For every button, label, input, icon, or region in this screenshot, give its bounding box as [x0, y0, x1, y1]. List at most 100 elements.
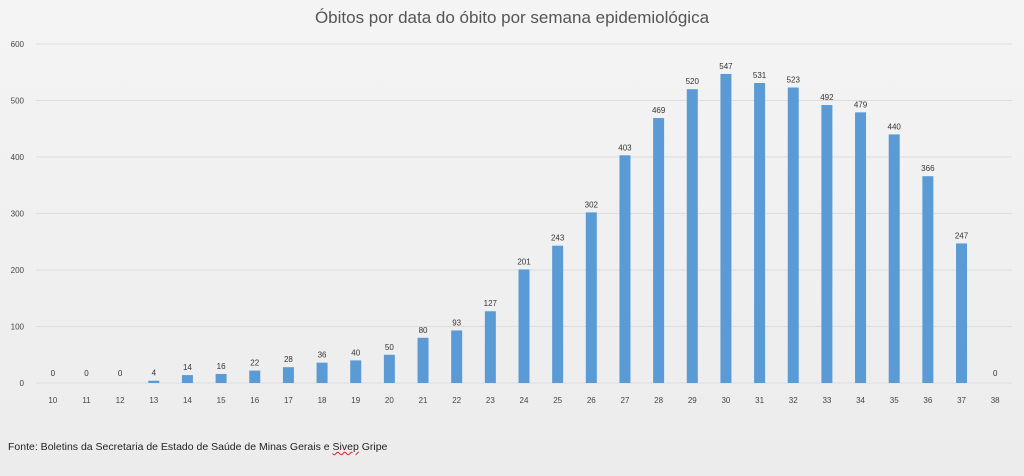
data-label: 366 — [921, 164, 935, 173]
x-tick-label: 25 — [553, 396, 562, 405]
data-label: 492 — [820, 93, 834, 102]
bar — [451, 330, 463, 383]
bar — [350, 360, 362, 383]
y-tick-label: 0 — [20, 379, 25, 388]
source-note: Fonte: Boletins da Secretaria de Estado … — [8, 441, 387, 453]
bar — [316, 362, 328, 383]
source-prefix: Fonte: Boletins da Secretaria de Estado … — [8, 441, 333, 453]
bar — [821, 105, 833, 384]
data-label: 28 — [284, 355, 293, 364]
x-tick-label: 23 — [486, 396, 495, 405]
y-tick-label: 400 — [11, 153, 25, 162]
y-tick-label: 100 — [11, 323, 25, 332]
bar — [181, 375, 193, 383]
x-tick-label: 37 — [957, 396, 966, 405]
data-label: 520 — [686, 77, 700, 86]
bar — [922, 176, 934, 383]
data-label: 22 — [250, 359, 259, 368]
x-tick-label: 35 — [890, 396, 899, 405]
bar — [552, 245, 564, 383]
bar — [484, 311, 496, 383]
data-label: 93 — [452, 318, 461, 327]
y-tick-label: 600 — [11, 40, 25, 49]
x-tick-label: 22 — [452, 396, 461, 405]
bar — [653, 118, 665, 383]
data-label: 14 — [183, 363, 192, 372]
data-label: 0 — [118, 369, 123, 378]
x-tick-label: 16 — [250, 396, 259, 405]
bar — [720, 73, 732, 383]
data-label: 127 — [484, 299, 498, 308]
x-tick-label: 33 — [822, 396, 831, 405]
x-tick-label: 36 — [923, 396, 932, 405]
x-tick-label: 28 — [654, 396, 663, 405]
x-tick-label: 12 — [116, 396, 125, 405]
y-axis-ticks: 0 100 200 300 400 500 600 — [11, 40, 25, 388]
chart-title: Óbitos por data do óbito por semana epid… — [314, 8, 710, 27]
y-tick-label: 500 — [11, 97, 25, 106]
x-tick-label: 30 — [721, 396, 730, 405]
data-labels: 0 0 0 4 14 16 22 28 36 40 50 80 93 127 201 243 302 403 469… — [51, 62, 998, 378]
source-suffix: Gripe — [358, 441, 388, 453]
x-axis-ticks: 10 11 12 13 14 15 16 17 18 19 20 21 22 23 24 25 26 27 28 29… — [48, 396, 1000, 405]
bar — [148, 380, 160, 383]
data-label: 16 — [217, 362, 226, 371]
bar — [249, 370, 261, 383]
x-tick-label: 34 — [856, 396, 865, 405]
data-label: 469 — [652, 106, 666, 115]
x-tick-label: 31 — [755, 396, 764, 405]
source-sivep: Sivep — [332, 441, 359, 453]
bar — [585, 212, 597, 383]
y-tick-label: 300 — [11, 210, 25, 219]
data-label: 479 — [854, 100, 868, 109]
bar — [754, 82, 766, 384]
x-tick-label: 26 — [587, 396, 596, 405]
data-label: 201 — [517, 257, 531, 266]
data-label: 40 — [351, 348, 360, 357]
bar — [686, 89, 698, 383]
bars — [148, 73, 968, 384]
x-tick-label: 14 — [183, 396, 192, 405]
x-tick-label: 11 — [82, 396, 91, 405]
data-label: 531 — [753, 71, 767, 80]
data-label: 247 — [955, 231, 969, 240]
bar — [282, 367, 294, 383]
x-tick-label: 24 — [520, 396, 529, 405]
x-tick-label: 27 — [621, 396, 630, 405]
x-tick-label: 15 — [217, 396, 226, 405]
x-tick-label: 19 — [351, 396, 360, 405]
x-tick-label: 20 — [385, 396, 394, 405]
bar — [518, 269, 530, 383]
data-label: 440 — [888, 122, 902, 131]
bar — [417, 337, 429, 383]
bar — [888, 134, 900, 383]
x-tick-label: 13 — [149, 396, 158, 405]
bar — [855, 112, 867, 384]
x-tick-label: 38 — [991, 396, 1000, 405]
x-tick-label: 17 — [284, 396, 293, 405]
y-tick-label: 200 — [11, 266, 25, 275]
bar — [215, 373, 227, 383]
x-tick-label: 32 — [789, 396, 798, 405]
bar — [956, 243, 968, 383]
bar — [383, 354, 395, 383]
data-label: 4 — [152, 369, 157, 378]
bar — [619, 155, 631, 383]
data-label: 243 — [551, 234, 565, 243]
data-label: 523 — [787, 76, 801, 85]
data-label: 547 — [719, 62, 733, 71]
data-label: 80 — [419, 326, 428, 335]
data-label: 302 — [585, 200, 599, 209]
x-tick-label: 29 — [688, 396, 697, 405]
x-tick-label: 10 — [48, 396, 57, 405]
x-tick-label: 18 — [318, 396, 327, 405]
data-label: 0 — [84, 369, 89, 378]
bar — [787, 87, 799, 383]
x-tick-label: 21 — [419, 396, 428, 405]
data-label: 36 — [318, 351, 327, 360]
data-label: 0 — [993, 369, 998, 378]
data-label: 50 — [385, 343, 394, 352]
data-label: 0 — [51, 369, 56, 378]
data-label: 403 — [618, 143, 632, 152]
